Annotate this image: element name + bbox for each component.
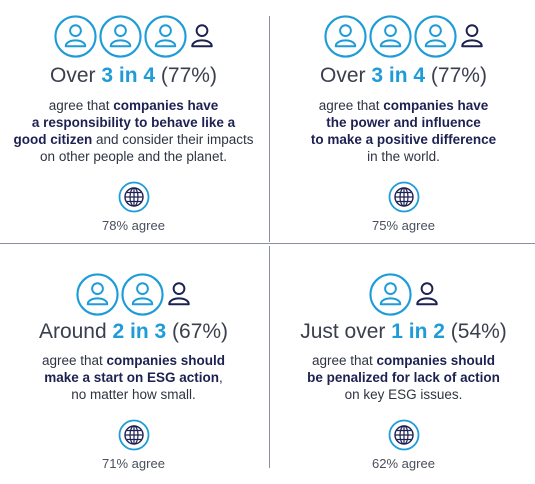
person-in-circle-icon	[76, 273, 119, 316]
person-in-circle-icon	[368, 273, 412, 316]
description-emphasis: make a start on ESG action	[44, 370, 220, 385]
description: agree that companies should make a start …	[0, 352, 267, 403]
quadrant-responsibility: Over 3 in 4 (77%) agree that companies h…	[0, 0, 267, 240]
description-emphasis: be penalized for lack of action	[307, 370, 500, 385]
description-text: on key ESG issues.	[344, 387, 463, 402]
horizontal-divider	[0, 243, 535, 244]
headline-percent: (77%)	[425, 64, 487, 87]
person-icon	[415, 282, 438, 306]
description-text: on other people and the planet.	[40, 149, 227, 164]
headline-percent: (67%)	[166, 320, 229, 343]
headline-prefix: Just over	[300, 320, 392, 343]
description-emphasis: the power and influence	[326, 115, 481, 130]
person-in-circle-icon	[368, 15, 412, 58]
description-text: no matter how small.	[71, 387, 196, 402]
description-line: good citizen and consider their impacts	[0, 131, 267, 148]
headline-prefix: Over	[320, 64, 372, 87]
headline: Over 3 in 4 (77%)	[0, 64, 267, 88]
person-in-circle-icon	[98, 15, 142, 58]
description-emphasis: a responsibility to behave like a	[31, 115, 236, 130]
description-line: agree that companies should	[0, 352, 267, 369]
person-icon	[460, 24, 483, 48]
quadrant-penalized: Just over 1 in 2 (54%) agree that compan…	[270, 244, 535, 484]
headline-ratio: 1 in 2	[391, 320, 445, 343]
description-text: in the world.	[367, 149, 440, 164]
people-icons	[0, 14, 267, 59]
description-line: agree that companies have	[270, 97, 535, 114]
person-in-circle-icon	[121, 273, 164, 316]
headline-ratio: 3 in 4	[101, 64, 156, 87]
description-text: agree that	[48, 98, 114, 113]
headline: Around 2 in 3 (67%)	[0, 320, 267, 344]
headline-percent: (54%)	[444, 320, 507, 343]
description-line: a responsibility to behave like a	[0, 114, 267, 131]
people-icons	[270, 272, 535, 317]
description: agree that companies should be penalized …	[270, 352, 535, 403]
description-text: agree that	[318, 98, 384, 113]
description-line: on other people and the planet.	[0, 148, 267, 165]
description-line: on key ESG issues.	[270, 386, 535, 403]
description-emphasis: companies have	[113, 98, 219, 113]
headline: Just over 1 in 2 (54%)	[270, 320, 535, 344]
description-line: to make a positive difference	[270, 131, 535, 148]
people-icons	[0, 272, 267, 317]
quadrant-start-esg: Around 2 in 3 (67%) agree that companies…	[0, 244, 267, 484]
description-line: make a start on ESG action,	[0, 369, 267, 386]
person-in-circle-icon	[53, 15, 97, 58]
headline-ratio: 2 in 3	[112, 320, 167, 343]
agree-stat: 75% agree	[372, 218, 435, 233]
description: agree that companies have the power and i…	[270, 97, 535, 165]
globe-icon	[118, 181, 149, 213]
description-emphasis: to make a positive difference	[310, 132, 497, 147]
description-emphasis: companies have	[383, 98, 489, 113]
description-line: in the world.	[270, 148, 535, 165]
quadrant-power-influence: Over 3 in 4 (77%) agree that companies h…	[270, 0, 535, 240]
description-emphasis: companies should	[376, 353, 496, 368]
people-icons	[270, 14, 535, 59]
person-in-circle-icon	[323, 15, 367, 58]
description-line: agree that companies have	[0, 97, 267, 114]
vertical-divider-top	[269, 16, 270, 242]
headline: Over 3 in 4 (77%)	[270, 64, 535, 88]
person-in-circle-icon	[143, 15, 187, 58]
description-text: ,	[219, 370, 223, 385]
globe-icon	[118, 419, 149, 451]
globe-icon	[388, 181, 419, 213]
person-icon	[190, 24, 213, 48]
description-text: agree that	[41, 353, 107, 368]
description-emphasis: companies should	[106, 353, 226, 368]
description-line: agree that companies should	[270, 352, 535, 369]
globe-icon	[388, 419, 419, 451]
person-icon	[168, 282, 190, 306]
headline-prefix: Over	[50, 64, 102, 87]
agree-stat: 62% agree	[372, 456, 435, 471]
description-line: the power and influence	[270, 114, 535, 131]
headline-prefix: Around	[38, 320, 113, 343]
headline-percent: (77%)	[155, 64, 217, 87]
agree-stat: 78% agree	[102, 218, 165, 233]
description-text: and consider their impacts	[92, 132, 254, 147]
person-in-circle-icon	[413, 15, 457, 58]
headline-ratio: 3 in 4	[371, 64, 426, 87]
vertical-divider-bottom	[269, 246, 270, 468]
description: agree that companies have a responsibilit…	[0, 97, 267, 165]
agree-stat: 71% agree	[102, 456, 165, 471]
description-text: agree that	[311, 353, 377, 368]
description-line: no matter how small.	[0, 386, 267, 403]
description-emphasis: good citizen	[13, 132, 93, 147]
description-line: be penalized for lack of action	[270, 369, 535, 386]
